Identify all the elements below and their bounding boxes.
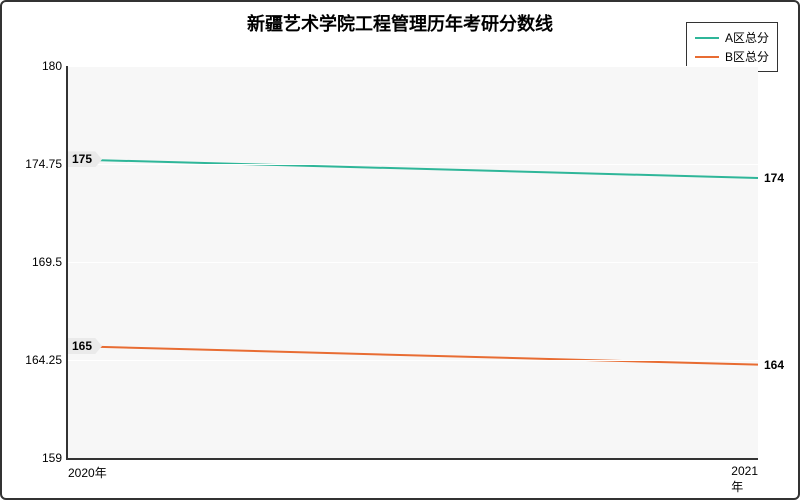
x-tick-label: 2020年 <box>68 464 107 481</box>
y-tick-label: 169.5 <box>32 255 62 269</box>
x-tick-label: 2021年 <box>731 464 758 495</box>
point-label: 174 <box>758 171 784 185</box>
point-label: 165 <box>68 338 102 354</box>
chart-container: 新疆艺术学院工程管理历年考研分数线 A区总分 B区总分 159164.25169… <box>0 0 800 500</box>
y-tick-label: 180 <box>42 59 62 73</box>
series-line-a <box>68 159 758 178</box>
y-tick-label: 159 <box>42 451 62 465</box>
legend-item-b: B区总分 <box>695 48 769 65</box>
legend-swatch-b <box>695 56 719 58</box>
legend-swatch-a <box>695 37 719 39</box>
point-label: 164 <box>758 358 784 372</box>
gridline <box>68 262 758 263</box>
legend-item-a: A区总分 <box>695 29 769 46</box>
legend-label-b: B区总分 <box>725 48 769 65</box>
plot-area: 159164.25169.5174.751802020年2021年1751741… <box>66 66 758 460</box>
y-tick-label: 164.25 <box>25 353 62 367</box>
point-label: 175 <box>68 151 102 167</box>
gridline <box>68 164 758 165</box>
gridline <box>68 360 758 361</box>
chart-title: 新疆艺术学院工程管理历年考研分数线 <box>2 10 798 36</box>
series-line-b <box>68 346 758 365</box>
legend-label-a: A区总分 <box>725 29 769 46</box>
y-tick-label: 174.75 <box>25 157 62 171</box>
gridline <box>68 66 758 67</box>
legend: A区总分 B区总分 <box>686 22 778 72</box>
